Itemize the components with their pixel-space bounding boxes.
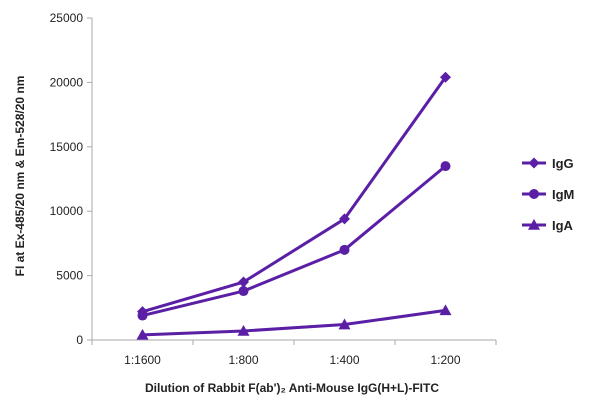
y-tick-label: 5000 xyxy=(56,269,83,283)
series-iga-marker xyxy=(237,324,250,336)
legend: IgG IgM IgA xyxy=(522,156,574,233)
legend-igg: IgG xyxy=(522,156,574,171)
x-tick-label: 1:1600 xyxy=(124,353,161,367)
legend-igm: IgM xyxy=(522,187,574,202)
series-igm-marker xyxy=(440,161,451,172)
series-iga xyxy=(136,304,452,340)
series-iga-marker xyxy=(136,328,149,340)
legend-igm-marker xyxy=(529,189,539,199)
x-axis-ticks: 1:1600 1:800 1:400 1:200 xyxy=(91,340,497,367)
series-iga-line xyxy=(142,308,446,337)
y-tick-label: 20000 xyxy=(50,75,84,89)
x-tick-label: 1:200 xyxy=(430,353,460,367)
legend-iga-label: IgA xyxy=(552,218,574,233)
x-tick-label: 1:400 xyxy=(329,353,359,367)
series-igg-marker xyxy=(339,213,350,225)
series-igg-marker xyxy=(440,71,451,83)
x-axis-label: Dilution of Rabbit F(ab')₂ Anti-Mouse Ig… xyxy=(145,381,439,395)
series-iga-marker xyxy=(338,318,351,330)
series-igg-line xyxy=(142,76,447,314)
series-igm xyxy=(137,161,451,321)
x-tick-label: 1:800 xyxy=(228,353,258,367)
legend-iga: IgA xyxy=(522,218,574,233)
legend-igm-label: IgM xyxy=(552,187,574,202)
series-iga-marker xyxy=(439,304,452,316)
y-tick-label: 25000 xyxy=(50,11,84,25)
legend-igg-marker xyxy=(528,157,540,169)
series-igm-line xyxy=(142,164,447,317)
series-igg xyxy=(137,71,451,318)
series-layer xyxy=(136,71,452,340)
y-tick-label: 15000 xyxy=(50,140,84,154)
series-igm-marker xyxy=(238,286,249,297)
y-axis-ticks: 0 5000 10000 15000 20000 25000 xyxy=(50,11,92,347)
y-axis-label: FI at Ex-485/20 nm & Em-528/20 nm xyxy=(13,76,27,277)
legend-iga-marker xyxy=(528,219,540,230)
series-igm-marker xyxy=(137,310,148,321)
series-igm-marker xyxy=(339,244,350,255)
y-tick-label: 0 xyxy=(76,333,83,347)
legend-igg-label: IgG xyxy=(552,156,574,171)
y-tick-label: 10000 xyxy=(50,204,84,218)
series-igg-marker xyxy=(238,276,249,288)
